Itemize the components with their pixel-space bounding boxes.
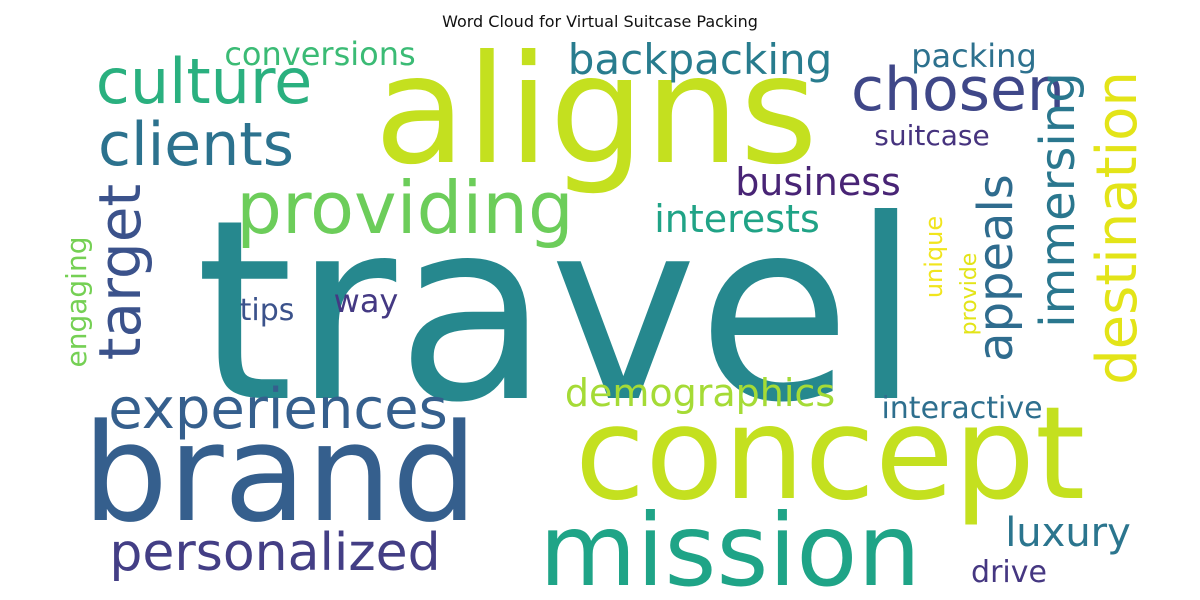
word-appeals: appeals: [968, 174, 1024, 362]
word-interests: interests: [654, 197, 820, 241]
word-travel: travel: [195, 166, 920, 457]
word-experiences: experiences: [108, 377, 448, 442]
word-target: target: [86, 184, 154, 360]
word-aligns: aligns: [374, 24, 818, 198]
word-brand: brand: [82, 395, 477, 552]
word-concept: concept: [575, 380, 1085, 529]
word-luxury: luxury: [1005, 510, 1131, 556]
word-conversions: conversions: [224, 35, 415, 73]
word-clients: clients: [98, 110, 294, 180]
word-suitcase: suitcase: [874, 119, 989, 152]
word-personalized: personalized: [109, 523, 440, 583]
word-drive: drive: [971, 555, 1047, 590]
word-unique: unique: [920, 216, 948, 298]
word-backpacking: backpacking: [568, 35, 833, 84]
word-immersing: immersing: [1030, 72, 1086, 327]
word-engaging: engaging: [60, 237, 93, 368]
word-destination: destination: [1085, 71, 1150, 385]
word-chosen: chosen: [851, 55, 1065, 125]
word-providing: providing: [236, 166, 573, 250]
word-provide: provide: [957, 253, 982, 336]
word-culture: culture: [96, 45, 313, 118]
word-tips: tips: [240, 293, 295, 328]
word-demographics: demographics: [565, 371, 835, 415]
word-packing: packing: [911, 37, 1037, 75]
word-mission: mission: [539, 492, 921, 600]
word-interactive: interactive: [881, 391, 1042, 426]
word-way: way: [334, 282, 399, 320]
chart-title: Word Cloud for Virtual Suitcase Packing: [442, 12, 758, 31]
word-business: business: [735, 160, 901, 204]
